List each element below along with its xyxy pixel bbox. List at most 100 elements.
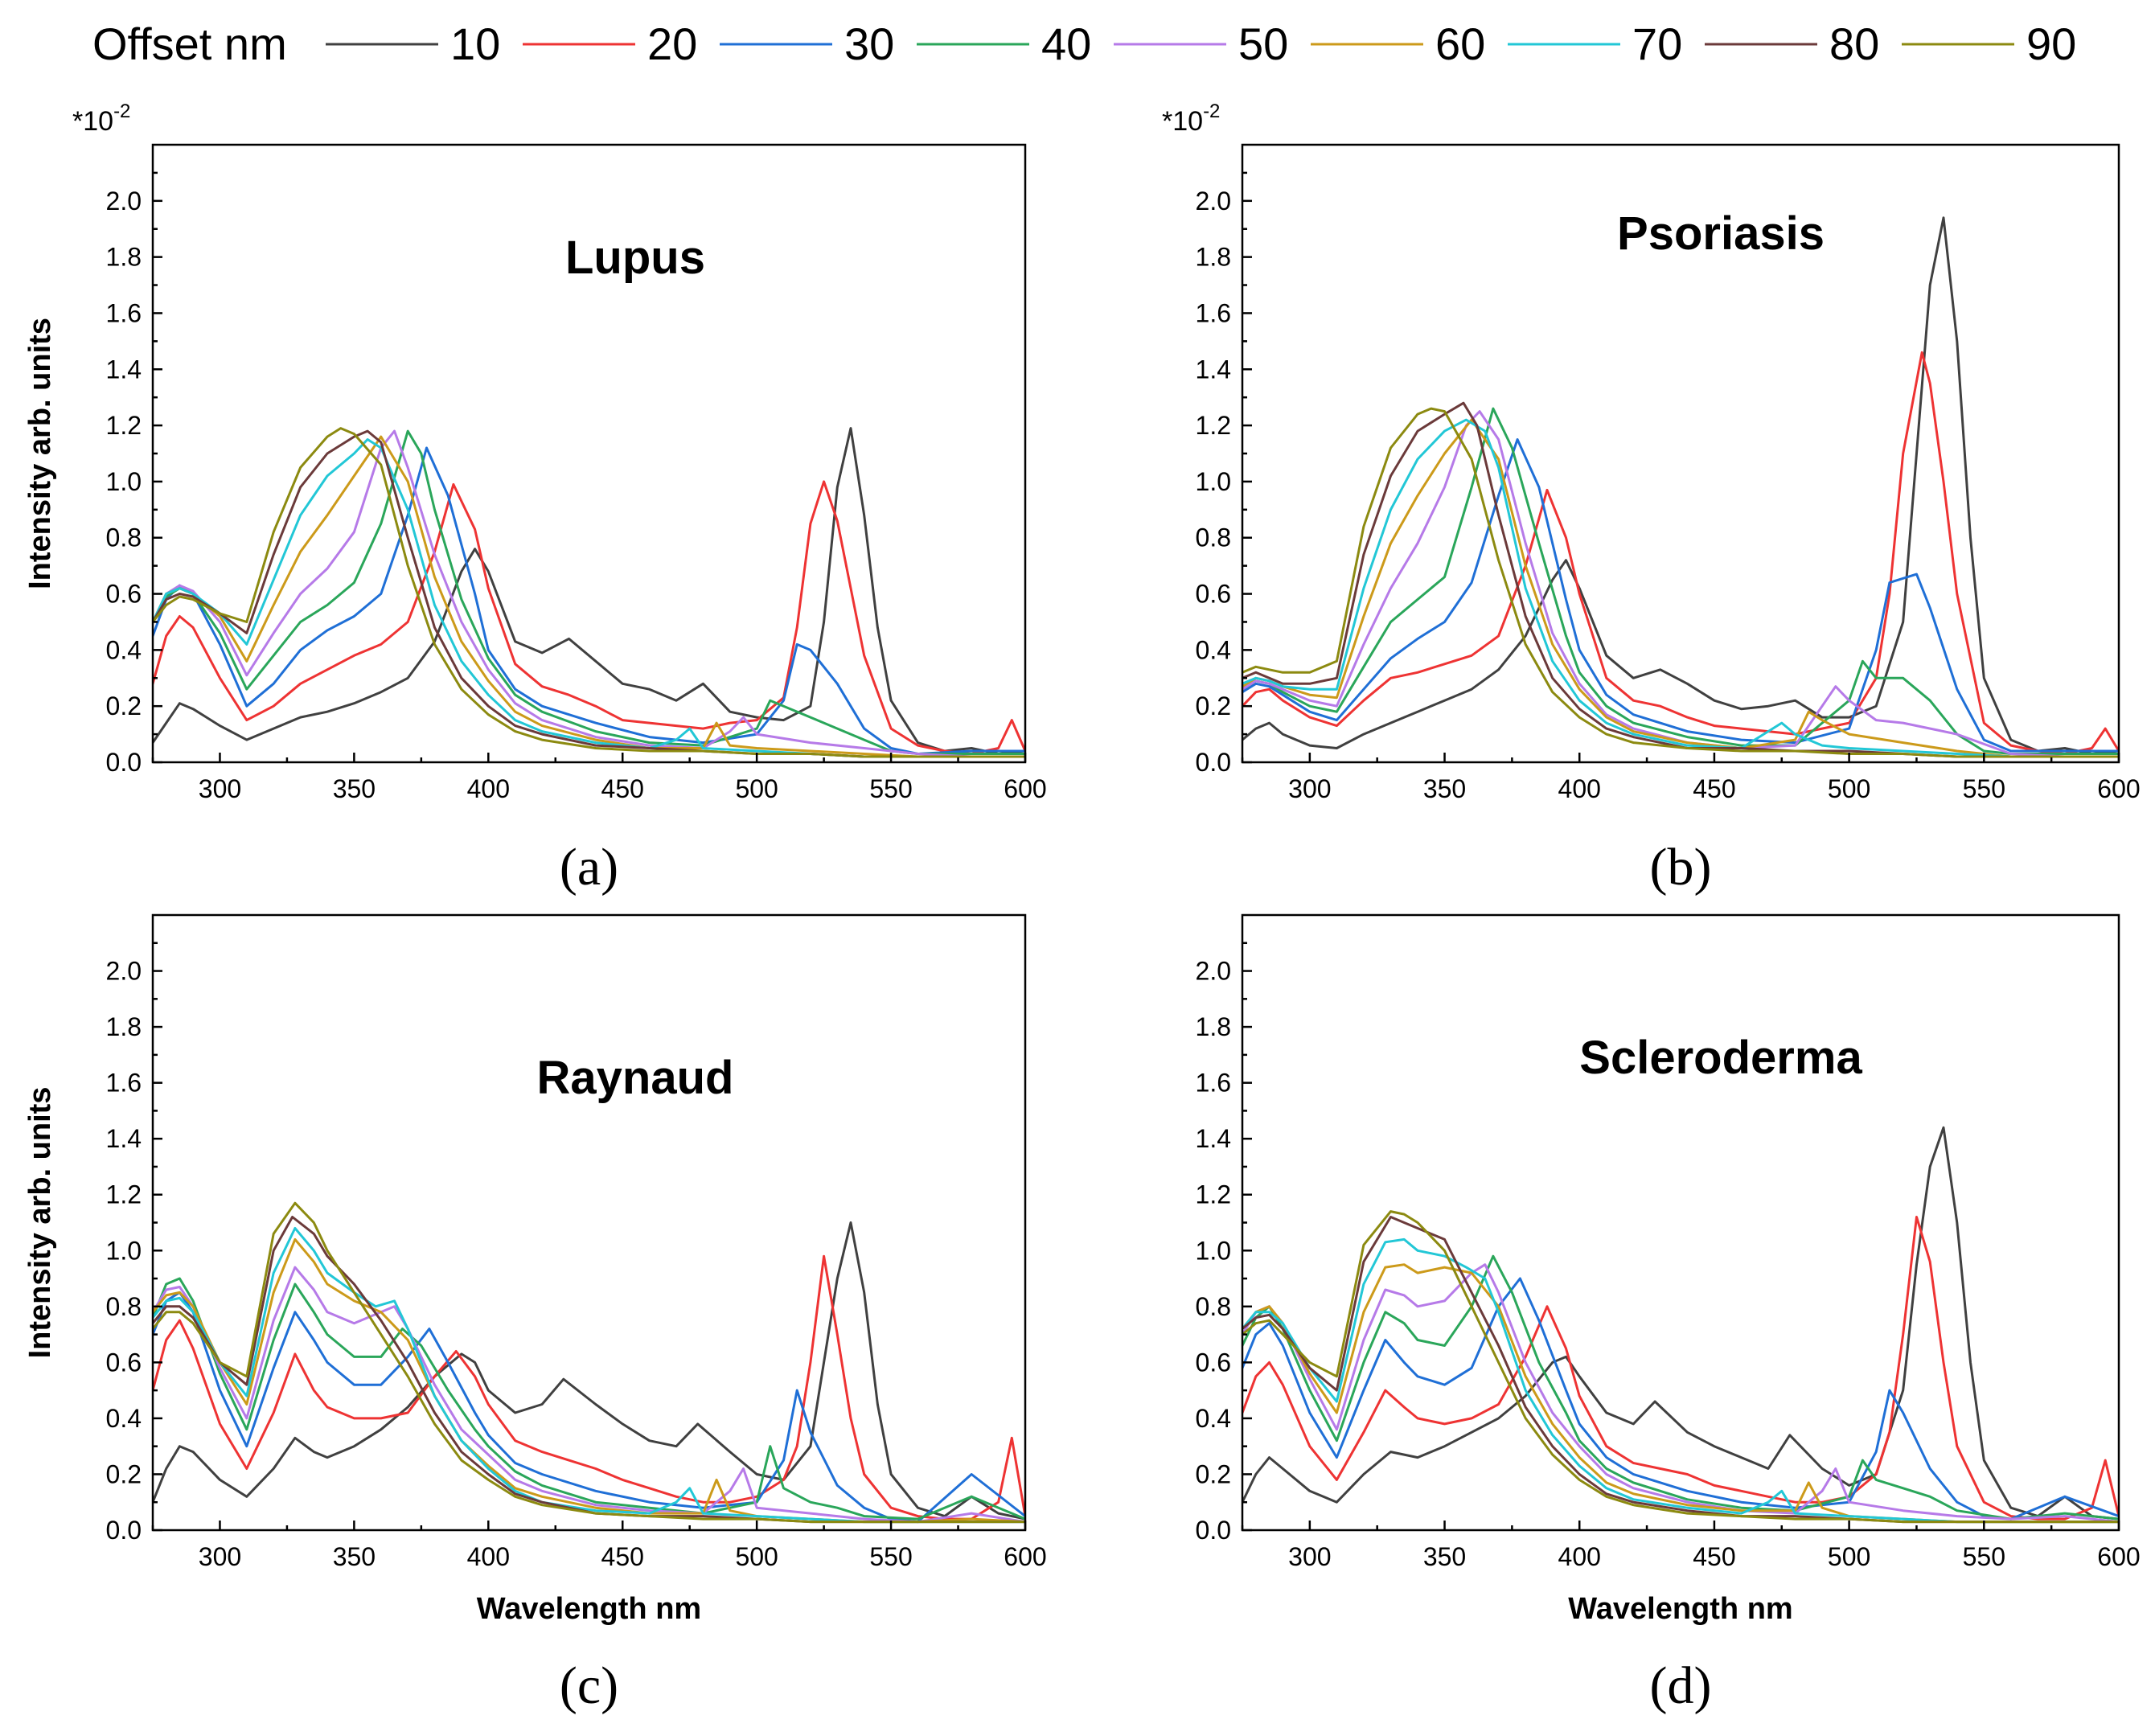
x-tick-label-a-600: 600 — [1004, 774, 1046, 803]
y-tick-label-b-1.0: 1.0 — [1196, 467, 1231, 496]
y-tick-label-c-0.4: 0.4 — [106, 1404, 142, 1433]
x-tick-label-d-350: 350 — [1423, 1542, 1466, 1571]
series-line-d-60 — [1242, 1263, 2119, 1524]
legend: Offset nm 10 20 30 40 50 60 70 80 90 — [92, 18, 2076, 69]
x-tick-label-d-400: 400 — [1558, 1542, 1601, 1571]
legend-label-50: 50 — [1238, 18, 1288, 69]
y-tick-label-b-0.2: 0.2 — [1196, 692, 1231, 720]
series-line-b-60 — [1242, 418, 2119, 758]
legend-label-30: 30 — [844, 18, 894, 69]
x-tick-label-d-550: 550 — [1963, 1542, 2005, 1571]
y-tick-label-a-0.4: 0.4 — [106, 635, 142, 664]
x-axis-title-d: Wavelength nm — [1568, 1592, 1792, 1626]
y-tick-label-b-1.4: 1.4 — [1196, 355, 1231, 384]
y-tick-label-a-1.6: 1.6 — [106, 298, 142, 327]
y-tick-label-d-1.8: 1.8 — [1196, 1012, 1231, 1041]
x-tick-label-a-350: 350 — [333, 774, 376, 803]
legend-title: Offset nm — [92, 18, 287, 69]
series-group-b — [1242, 216, 2119, 758]
y-tick-label-c-0.2: 0.2 — [106, 1459, 142, 1488]
panel-letter-a: (a) — [560, 838, 618, 897]
x-axis-title-c: Wavelength nm — [477, 1592, 701, 1626]
x-tick-label-b-550: 550 — [1963, 774, 2005, 803]
scale-note-a: *10-2 — [72, 101, 130, 137]
y-tick-label-c-0.8: 0.8 — [106, 1292, 142, 1321]
y-tick-label-a-0.6: 0.6 — [106, 580, 142, 609]
y-tick-label-b-0.0: 0.0 — [1196, 748, 1231, 777]
legend-label-10: 10 — [450, 18, 500, 69]
x-tick-label-c-500: 500 — [735, 1542, 778, 1571]
series-line-b-80 — [1242, 401, 2119, 758]
series-line-b-50 — [1242, 410, 2119, 758]
legend-label-70: 70 — [1632, 18, 1682, 69]
scale-exponent-b: -2 — [1203, 101, 1220, 122]
x-tick-label-b-300: 300 — [1288, 774, 1331, 803]
y-tick-label-d-2.0: 2.0 — [1196, 957, 1231, 986]
x-tick-label-c-600: 600 — [1004, 1542, 1046, 1571]
x-tick-label-c-350: 350 — [333, 1542, 376, 1571]
scale-note-b: *10-2 — [1162, 101, 1220, 137]
y-tick-label-a-0.2: 0.2 — [106, 692, 142, 720]
panel-letter-d: (d) — [1650, 1656, 1712, 1715]
y-tick-label-d-0.0: 0.0 — [1196, 1516, 1231, 1545]
series-line-c-50 — [153, 1266, 1025, 1524]
series-line-b-20 — [1242, 351, 2119, 755]
y-tick-label-a-1.4: 1.4 — [106, 355, 142, 384]
series-line-b-30 — [1242, 438, 2119, 753]
y-axis-title-a: Intensity arb. units — [23, 318, 57, 589]
y-tick-label-a-1.8: 1.8 — [106, 243, 142, 272]
x-tick-label-a-300: 300 — [199, 774, 241, 803]
series-line-a-40 — [153, 429, 1025, 755]
series-line-a-20 — [153, 480, 1025, 755]
x-tick-label-d-450: 450 — [1693, 1542, 1735, 1571]
panel-c: 300 350 400 450 500 550 600 0.0 0.2 0.4 0.6 0.8 1.0 1… — [23, 913, 1047, 1715]
x-tick-label-b-400: 400 — [1558, 774, 1601, 803]
series-line-d-10 — [1242, 1126, 2119, 1521]
y-tick-label-d-1.4: 1.4 — [1196, 1124, 1231, 1153]
panel-letter-b: (b) — [1650, 838, 1712, 897]
series-line-a-70 — [153, 438, 1025, 758]
legend-label-60: 60 — [1435, 18, 1485, 69]
y-tick-label-d-1.0: 1.0 — [1196, 1236, 1231, 1265]
legend-label-90: 90 — [2026, 18, 2076, 69]
series-group-a — [153, 427, 1025, 758]
plot-frame-d — [1241, 913, 2120, 1532]
x-tick-label-d-600: 600 — [2097, 1542, 2140, 1571]
series-line-b-90 — [1242, 407, 2119, 758]
y-tick-label-a-2.0: 2.0 — [106, 187, 142, 215]
x-tick-label-c-550: 550 — [869, 1542, 912, 1571]
series-line-a-60 — [153, 435, 1025, 758]
plot-frame-c — [151, 913, 1027, 1532]
y-tick-label-d-0.4: 0.4 — [1196, 1404, 1231, 1433]
legend-label-40: 40 — [1041, 18, 1091, 69]
panel-title-c: Raynaud — [537, 1052, 734, 1104]
y-tick-label-c-0.6: 0.6 — [106, 1348, 142, 1377]
y-tick-label-c-2.0: 2.0 — [106, 957, 142, 986]
series-line-b-70 — [1242, 418, 2119, 758]
y-tick-label-b-2.0: 2.0 — [1196, 187, 1231, 215]
y-axis-title-c: Intensity arb. units — [23, 1087, 57, 1359]
x-tick-label-c-450: 450 — [601, 1542, 644, 1571]
y-tick-label-b-1.2: 1.2 — [1196, 411, 1231, 440]
y-tick-label-b-0.8: 0.8 — [1196, 523, 1231, 552]
series-line-d-40 — [1242, 1254, 2119, 1521]
y-tick-label-c-1.8: 1.8 — [106, 1012, 142, 1041]
series-line-a-50 — [153, 429, 1025, 758]
y-tick-label-a-1.2: 1.2 — [106, 411, 142, 440]
series-line-d-90 — [1242, 1210, 2119, 1524]
y-tick-label-c-1.6: 1.6 — [106, 1069, 142, 1098]
series-line-d-20 — [1242, 1216, 2119, 1521]
x-tick-label-b-500: 500 — [1828, 774, 1870, 803]
scale-base-a: *10 — [72, 106, 113, 137]
panel-title-a: Lupus — [565, 232, 705, 284]
x-tick-label-b-450: 450 — [1693, 774, 1735, 803]
y-tick-label-c-1.2: 1.2 — [106, 1180, 142, 1209]
y-tick-label-d-1.6: 1.6 — [1196, 1069, 1231, 1098]
x-tick-label-b-600: 600 — [2097, 774, 2140, 803]
y-tick-label-c-1.0: 1.0 — [106, 1236, 142, 1265]
y-tick-label-d-1.2: 1.2 — [1196, 1180, 1231, 1209]
y-tick-label-c-1.4: 1.4 — [106, 1124, 142, 1153]
series-line-c-20 — [153, 1254, 1025, 1521]
x-tick-label-d-300: 300 — [1288, 1542, 1331, 1571]
panel-letter-c: (c) — [560, 1656, 618, 1715]
